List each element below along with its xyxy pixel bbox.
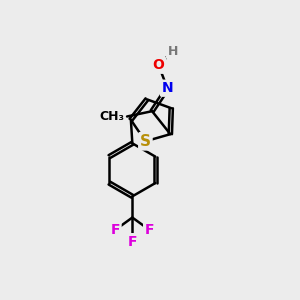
Text: S: S [140, 134, 151, 149]
Text: F: F [128, 235, 137, 249]
Text: O: O [153, 58, 164, 72]
Text: CH₃: CH₃ [100, 110, 125, 123]
Text: N: N [162, 81, 173, 95]
Text: F: F [110, 223, 120, 237]
Text: H: H [167, 45, 178, 58]
Text: F: F [145, 223, 154, 237]
